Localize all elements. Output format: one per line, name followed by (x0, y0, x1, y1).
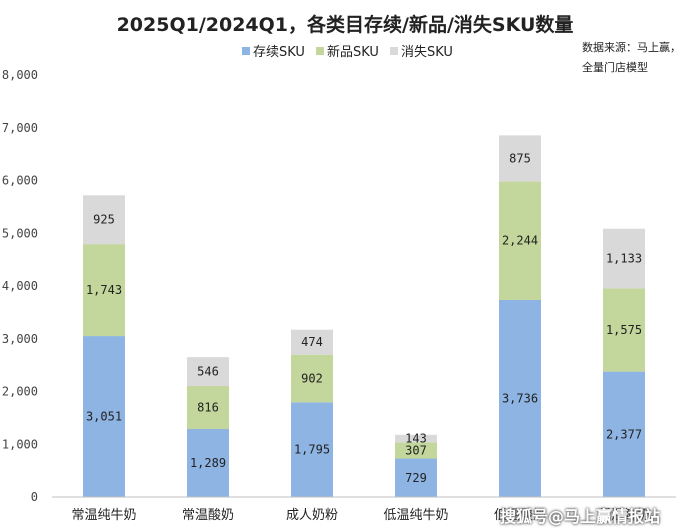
legend-swatch (316, 47, 324, 55)
data-label: 474 (301, 335, 323, 349)
category-label: 低温纯牛奶 (383, 508, 448, 523)
source-note-line-1: 数据来源：马上赢， (582, 41, 681, 54)
category-label: 低温酸奶 (494, 508, 546, 523)
bar-segment (83, 336, 125, 497)
data-label: 3,736 (502, 391, 538, 405)
legend-item: 新品SKU (316, 44, 379, 60)
y-tick-label: 1,000 (2, 437, 38, 451)
data-label: 3,051 (86, 410, 122, 424)
y-axis: 0 1,000 2,000 3,000 4,000 5,000 6,000 7,000 8,00… (2, 68, 38, 504)
data-label: 307 (405, 443, 427, 457)
y-tick-label: 0 (31, 490, 38, 504)
legend-swatch (242, 47, 250, 55)
data-label: 546 (197, 365, 219, 379)
bar-group: 1,289 816 546 (187, 357, 229, 497)
bar-segment (291, 329, 333, 355)
bar-group: 3,736 2,244 875 (499, 135, 541, 497)
y-tick-label: 6,000 (2, 174, 38, 188)
bar-group: 1,795 902 474 (291, 329, 333, 497)
bar-segment (499, 299, 541, 497)
data-label: 902 (301, 372, 323, 386)
data-label: 1,575 (606, 323, 642, 337)
data-label: 2,244 (502, 234, 538, 248)
category-label: 低温鲜奶 (598, 508, 650, 523)
x-axis: 常温纯牛奶 常温酸奶 成人奶粉 低温纯牛奶 低温酸奶 低温鲜奶 (52, 496, 676, 523)
legend: 存续SKU 新品SKU 消失SKU (242, 44, 453, 60)
bar-segment (395, 442, 437, 459)
y-tick-label: 3,000 (2, 332, 38, 346)
bar-segment (499, 181, 541, 300)
y-tick-label: 8,000 (2, 68, 38, 82)
data-label: 925 (93, 213, 115, 227)
bar-segment (187, 429, 229, 497)
source-note: 数据来源：马上赢， 全量门店模型 (582, 38, 686, 78)
bar-segment (603, 228, 645, 289)
chart-title: 2025Q1/2024Q1，各类目存续/新品/消失SKU数量 (116, 14, 574, 36)
category-label: 成人奶粉 (286, 508, 338, 523)
legend-label: 存续SKU (253, 45, 305, 60)
bar-segment (395, 458, 437, 497)
bar-segment (499, 135, 541, 182)
category-label: 常温酸奶 (182, 508, 234, 523)
y-tick-label: 2,000 (2, 385, 38, 399)
data-label: 2,377 (606, 427, 642, 441)
data-label: 816 (197, 400, 219, 414)
bar-segment (83, 244, 125, 337)
legend-swatch (390, 47, 398, 55)
bars: 3,051 1,743 925 1,289 816 546 1,795 902 474 729 30… (83, 135, 645, 497)
bar-segment (187, 385, 229, 430)
legend-label: 新品SKU (327, 44, 379, 60)
legend-item: 消失SKU (390, 45, 453, 60)
bar-group: 3,051 1,743 925 (83, 195, 125, 497)
y-tick-label: 5,000 (2, 226, 38, 240)
data-label: 143 (405, 432, 427, 446)
legend-item: 存续SKU (242, 45, 305, 60)
data-label: 1,743 (86, 283, 122, 297)
bar-group: 2,377 1,575 1,133 (603, 228, 645, 497)
bar-segment (83, 195, 125, 245)
data-label: 1,289 (190, 456, 226, 470)
category-label: 常温纯牛奶 (71, 508, 136, 523)
bar-segment (291, 402, 333, 497)
y-tick-label: 4,000 (2, 279, 38, 293)
bar-segment (291, 354, 333, 403)
bar-segment (603, 288, 645, 372)
data-label: 1,795 (294, 443, 330, 457)
y-tick-label: 7,000 (2, 121, 38, 135)
data-label: 1,133 (606, 252, 642, 266)
bar-segment (187, 357, 229, 386)
watermark: 搜狐号@马上赢情报站 (500, 507, 661, 526)
data-label: 729 (405, 471, 427, 485)
data-label: 875 (509, 151, 531, 165)
bar-segment (603, 371, 645, 497)
bar-segment (395, 434, 437, 443)
source-note-line-2: 全量门店模型 (582, 61, 648, 74)
legend-label: 消失SKU (401, 45, 453, 60)
